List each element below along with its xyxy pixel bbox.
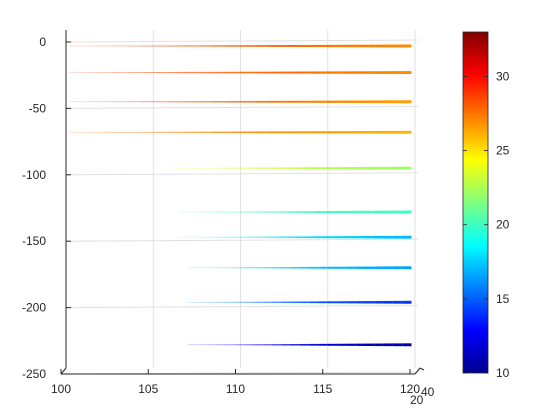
y-tick-label: -200 xyxy=(22,301,46,315)
y-tick-label: 0 xyxy=(39,35,46,49)
colorbar-tick-label: 15 xyxy=(496,292,510,306)
axes-frame xyxy=(60,30,425,375)
z-axis-tick xyxy=(419,367,425,371)
y-grid-line xyxy=(65,305,419,309)
x-tick-label: 105 xyxy=(138,382,158,396)
series-group xyxy=(69,44,412,347)
y-grid-line xyxy=(65,39,419,43)
colorbar xyxy=(462,31,489,374)
x-tick-label: 100 xyxy=(51,382,71,396)
y-grid-line xyxy=(65,172,419,176)
plot-background xyxy=(66,30,418,368)
y-tick-label: -250 xyxy=(22,367,46,381)
y-axis-ticks: 0 -50 -100 -150 -200 -250 xyxy=(22,35,71,381)
x-tick-label: 110 xyxy=(226,382,245,396)
colorbar-tick-label: 20 xyxy=(496,218,510,232)
x-axis-depth-line xyxy=(60,367,67,375)
z-tick-label-1: 40 xyxy=(421,385,435,399)
x-tick-label: 115 xyxy=(313,382,332,396)
z-tick-label-2: 20 xyxy=(410,393,424,407)
x-tick-label: 120 xyxy=(400,382,420,396)
colorbar-ticks: 10 15 20 25 30 xyxy=(463,69,510,380)
y-grid-line xyxy=(65,105,419,109)
colorbar-tick-label: 25 xyxy=(496,144,510,158)
x-axis-ticks: 100 105 110 115 120 xyxy=(51,369,420,396)
y-tick-label: -50 xyxy=(29,101,47,115)
y-tick-label: -100 xyxy=(22,168,46,182)
colorbar-tick-label: 30 xyxy=(496,69,510,83)
y-tick-label: -150 xyxy=(22,234,46,248)
colorbar-tick-label: 10 xyxy=(496,366,510,380)
y-grid-line xyxy=(65,238,419,242)
z-axis-line xyxy=(414,367,421,375)
